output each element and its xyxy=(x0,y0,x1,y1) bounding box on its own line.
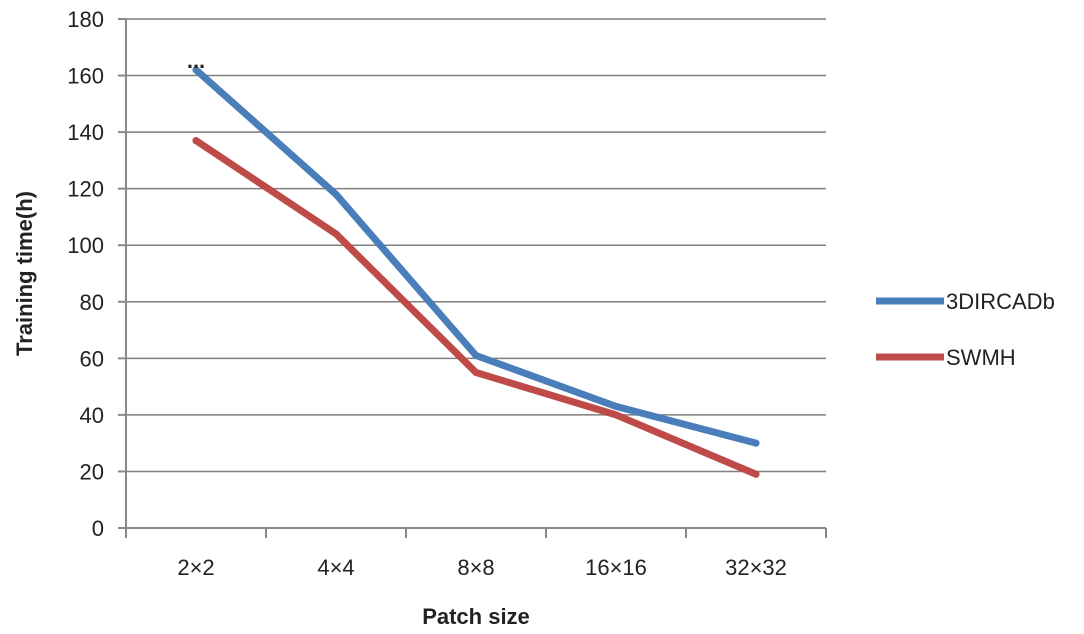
x-tick-label: 4×4 xyxy=(317,555,354,580)
y-tick-label: 140 xyxy=(67,120,104,145)
data-point xyxy=(332,190,340,198)
y-axis-ticks: 0 20 40 60 80 100 120 140 160 180 xyxy=(67,7,126,541)
peak-annotation: ... xyxy=(187,48,205,73)
x-axis-ticks: 2×2 4×4 8×8 16×16 32×32 xyxy=(125,528,827,580)
y-tick-label: 120 xyxy=(67,177,104,202)
data-point xyxy=(192,66,200,74)
y-tick-label: 60 xyxy=(80,346,104,371)
series-line-3dircadb xyxy=(192,66,760,447)
y-tick-label: 20 xyxy=(80,459,104,484)
y-tick-label: 160 xyxy=(67,64,104,89)
y-tick-label: 0 xyxy=(92,516,104,541)
x-tick-label: 8×8 xyxy=(457,555,494,580)
legend-label: 3DIRCADb xyxy=(946,289,1055,314)
x-tick-label: 2×2 xyxy=(177,555,214,580)
y-tick-label: 100 xyxy=(67,233,104,258)
data-point xyxy=(752,470,760,478)
y-tick-label: 180 xyxy=(67,7,104,32)
legend: 3DIRCADb SWMH xyxy=(876,289,1055,370)
data-point xyxy=(752,439,760,447)
data-point xyxy=(612,402,620,410)
data-point xyxy=(332,230,340,238)
x-tick-label: 16×16 xyxy=(585,555,647,580)
series-lines xyxy=(192,66,760,478)
x-axis-title: Patch size xyxy=(422,604,530,629)
legend-label: SWMH xyxy=(946,345,1016,370)
x-tick-label: 32×32 xyxy=(725,555,787,580)
data-point xyxy=(472,368,480,376)
y-axis-title: Training time(h) xyxy=(12,191,37,356)
data-point xyxy=(472,352,480,360)
gridlines xyxy=(126,18,826,473)
y-tick-label: 40 xyxy=(80,403,104,428)
data-point xyxy=(192,137,200,145)
y-tick-label: 80 xyxy=(80,290,104,315)
data-point xyxy=(612,411,620,419)
